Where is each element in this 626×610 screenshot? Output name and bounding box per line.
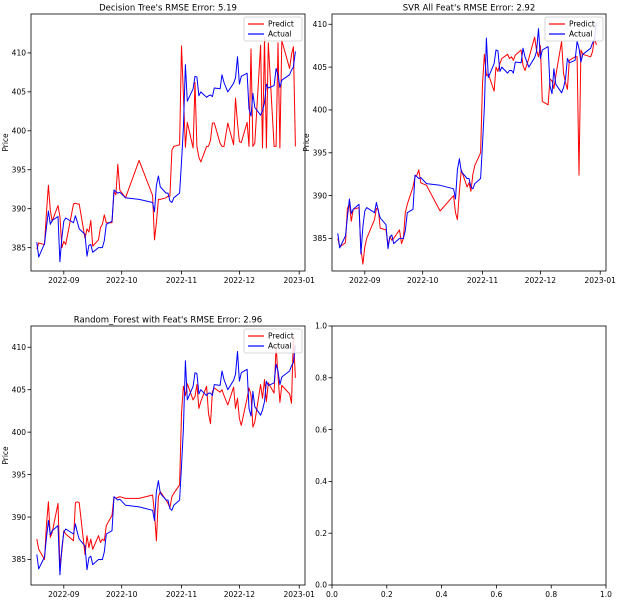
- series-line-predict: [337, 36, 597, 265]
- y-tick-label: 385: [313, 234, 328, 243]
- y-tick-label: 400: [12, 127, 27, 136]
- series-line-actual: [337, 22, 597, 255]
- x-tick-label: 0.8: [545, 590, 557, 599]
- subplot-4: 0.0 0.2 0.4 0.6 0.8 1.0 0.0 0.2 0.4 0.6 0.8 1.0: [315, 322, 612, 599]
- y-tick-label: 400: [313, 106, 328, 115]
- x-tick-label: 1.0: [600, 590, 612, 599]
- axes-frame: [30, 13, 306, 272]
- series-line-predict: [36, 336, 296, 566]
- y-axis-label: Price: [1, 446, 10, 465]
- y-tick-label: 390: [12, 513, 27, 522]
- y-tick-label: 0.4: [315, 477, 327, 486]
- x-tick-label: 0.6: [490, 590, 502, 599]
- y-axis-label: Price: [302, 133, 311, 152]
- y-tick-label: 405: [12, 88, 27, 97]
- y-tick-label: 390: [313, 191, 328, 200]
- x-tick-label: 0.4: [436, 590, 448, 599]
- legend-label-predict: Predict: [268, 332, 294, 341]
- x-tick-label: 2022-10: [106, 590, 138, 599]
- subplot-title: Random_Forest with Feat's RMSE Error: 2.…: [74, 316, 262, 326]
- subplot-title: Decision Tree's RMSE Error: 5.19: [99, 4, 237, 14]
- y-tick-label: 395: [12, 165, 27, 174]
- y-tick-label: 405: [12, 385, 27, 394]
- subplot-3: 2022-09 2022-10 2022-11 2022-12 2023-01 385 39…: [1, 316, 315, 600]
- legend-box: [243, 328, 303, 354]
- x-tick-label: 2022-12: [525, 276, 557, 285]
- x-tick-label: 2022-11: [166, 276, 198, 285]
- y-tick-label: 1.0: [315, 322, 327, 331]
- y-axis-label: Price: [1, 133, 10, 152]
- y-tick-label: 410: [12, 343, 27, 352]
- legend-label-actual: Actual: [268, 342, 292, 351]
- legend-label-actual: Actual: [569, 30, 593, 39]
- axes-frame: [331, 13, 607, 272]
- y-tick-label: 0.0: [315, 581, 327, 590]
- x-tick-label: 2023-01: [284, 276, 316, 285]
- subplot-2: 2022-09 2022-10 2022-11 2022-12 2023-01 385 39…: [302, 4, 616, 286]
- x-tick-label: 2022-09: [48, 276, 80, 285]
- subplot-title: SVR All Feat's RMSE Error: 2.92: [403, 4, 536, 14]
- series-line-actual: [36, 345, 296, 576]
- legend-label-predict: Predict: [268, 20, 294, 29]
- axes-frame: [331, 325, 607, 586]
- x-tick-label: 2023-01: [284, 590, 316, 599]
- legend-label-actual: Actual: [268, 30, 292, 39]
- y-tick-label: 405: [313, 63, 328, 72]
- y-tick-label: 0.8: [315, 374, 327, 383]
- y-tick-label: 0.2: [315, 529, 327, 538]
- x-tick-label: 2022-10: [407, 276, 439, 285]
- axes-frame: [30, 325, 306, 586]
- x-tick-label: 2022-09: [349, 276, 381, 285]
- x-tick-label: 0.0: [326, 590, 338, 599]
- legend-box: [243, 16, 303, 42]
- y-tick-label: 395: [313, 148, 328, 157]
- y-tick-label: 390: [12, 204, 27, 213]
- y-tick-label: 395: [12, 470, 27, 479]
- x-tick-label: 2023-01: [585, 276, 617, 285]
- x-tick-label: 2022-11: [166, 590, 198, 599]
- series-line-actual: [36, 51, 296, 263]
- legend-label-predict: Predict: [569, 20, 595, 29]
- x-tick-label: 2022-12: [224, 276, 256, 285]
- x-tick-label: 2022-11: [467, 276, 499, 285]
- y-tick-label: 385: [12, 243, 27, 252]
- y-tick-label: 400: [12, 428, 27, 437]
- x-tick-label: 2022-10: [106, 276, 138, 285]
- legend-box: [544, 16, 604, 42]
- subplot-1: 2022-09 2022-10 2022-11 2022-12 2023-01 385 39…: [1, 4, 315, 286]
- x-tick-label: 2022-09: [48, 590, 80, 599]
- x-tick-label: 0.2: [381, 590, 393, 599]
- y-tick-label: 410: [313, 20, 328, 29]
- y-tick-label: 410: [12, 49, 27, 58]
- y-tick-label: 0.6: [315, 425, 327, 434]
- y-tick-label: 385: [12, 555, 27, 564]
- x-tick-label: 2022-12: [224, 590, 256, 599]
- series-line-predict: [36, 36, 296, 250]
